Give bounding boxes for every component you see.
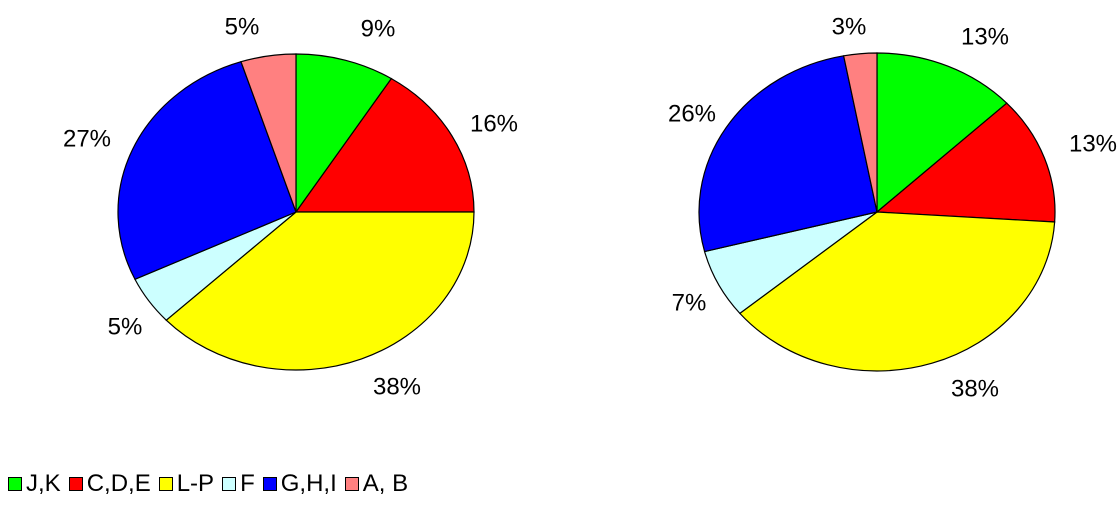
- pie0-slice-ghi: [117, 61, 297, 281]
- legend-item-lp: L-P: [158, 470, 215, 498]
- pie1-slice-ab: [842, 52, 878, 213]
- pie1-label-f: 7%: [672, 289, 707, 316]
- pie-charts: 9% 16% 38% 5% 27% 5% 13% 13% 38% 7% 26% 3%: [63, 13, 1117, 402]
- pie-chart-right: 13% 13% 38% 7% 26% 3%: [668, 13, 1117, 402]
- pie0-slice-lp: [165, 211, 475, 371]
- pie0-slice-cde: [294, 77, 475, 213]
- pie0-label-lp: 38%: [373, 373, 421, 400]
- pie0-label-ghi: 27%: [63, 125, 111, 152]
- legend-label-jk: J,K: [26, 470, 61, 497]
- legend-item-f: F: [222, 470, 255, 498]
- legend-label-f: F: [240, 470, 255, 497]
- pie1-slice-jk: [876, 52, 1008, 214]
- pie0-label-jk: 9%: [361, 15, 396, 42]
- legend-swatch-ab: [344, 477, 359, 491]
- pie1-label-ab: 3%: [832, 13, 867, 40]
- legend-item-cde: C,D,E: [68, 470, 151, 498]
- legend-label-ab: A, B: [362, 470, 409, 497]
- pie1-label-jk: 13%: [961, 23, 1009, 50]
- legend-swatch-lp: [158, 477, 173, 491]
- pie1-label-lp: 38%: [951, 375, 999, 402]
- pie0-label-cde: 16%: [470, 110, 518, 137]
- legend-item-ab: A, B: [344, 470, 409, 498]
- legend-swatch-ghi: [262, 477, 277, 491]
- legend-swatch-cde: [68, 477, 83, 491]
- legend-label-cde: C,D,E: [86, 470, 151, 497]
- legend: J,K C,D,E L-P F G,H,I A, B: [8, 470, 416, 498]
- pie1-slice-ghi: [698, 55, 878, 253]
- legend-label-lp: L-P: [176, 470, 215, 497]
- pie0-label-f: 5%: [108, 313, 143, 340]
- pie1-slice-cde: [875, 102, 1056, 223]
- legend-item-ghi: G,H,I: [262, 470, 337, 498]
- legend-item-jk: J,K: [8, 470, 61, 498]
- pie0-label-ab: 5%: [225, 13, 260, 40]
- pie0-slice-ab: [240, 53, 297, 213]
- pie0-slice-jk: [295, 53, 393, 214]
- legend-swatch-f: [222, 477, 237, 491]
- legend-label-ghi: G,H,I: [280, 470, 337, 497]
- pie-chart-left: 9% 16% 38% 5% 27% 5%: [63, 13, 518, 400]
- legend-swatch-jk: [8, 477, 22, 491]
- pie1-label-ghi: 26%: [668, 100, 716, 127]
- pie1-label-cde: 13%: [1069, 130, 1117, 157]
- pie1-slice-lp: [738, 211, 1056, 372]
